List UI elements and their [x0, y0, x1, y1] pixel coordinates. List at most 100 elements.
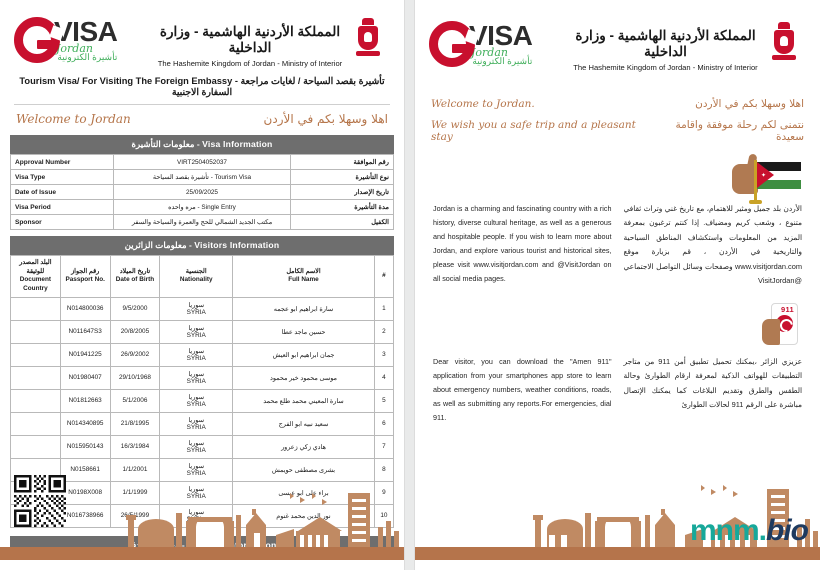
cell-dob: 5/1/2006 [109, 388, 161, 413]
cell-full-name: هادي زكي زعرور [232, 434, 375, 459]
cell-nationality-ar: سوريا [188, 371, 204, 379]
welcome-block-en: Welcome to Jordan. We wish you a safe tr… [431, 98, 651, 143]
cell-nationality-ar: سوريا [188, 348, 204, 356]
cell-passport: N011647S3 [59, 319, 111, 344]
cell-full-name: سارة ابراهيم ابو عجمه [232, 296, 375, 321]
watermark-part3: bio [766, 514, 809, 547]
visa-info-value: مكتب الجديد الشمالي للحج والعمرة والسياح… [113, 214, 291, 230]
visa-page-left: VISA Jordan تأشيرة الكترونية المملكة الأ… [0, 0, 404, 570]
cell-passport: N014340895 [59, 411, 111, 436]
col-name-ar: الاسم الكامل [286, 267, 321, 275]
table-row: N014340895 21/8/1995 سوريا SYRIA سعيد نبيه ا… [10, 411, 395, 436]
cell-dob: 26/9/2002 [109, 342, 161, 367]
cell-passport: N016738966 [59, 503, 111, 528]
cell-passport: N01941225 [59, 342, 111, 367]
cell-nationality-ar: سوريا [188, 486, 204, 494]
cell-document-country [10, 365, 61, 390]
cell-full-name: حسين ماجد عطا [232, 319, 375, 344]
col-dob-en: Date of Birth [115, 276, 155, 284]
amman-skyline-illustration-right [533, 485, 818, 547]
cell-row-number: 9 [373, 480, 395, 505]
col-dob-ar: تاريخ الميلاد [119, 267, 151, 275]
logo-jordan-text: Jordan [56, 42, 93, 55]
cell-full-name: سعيد نبيه ابو الفرج [232, 411, 375, 436]
cell-nationality-ar: سوريا [188, 417, 204, 425]
phone-911-label: 911 [781, 304, 794, 314]
flag-pole [749, 160, 762, 204]
cell-document-country [10, 434, 61, 459]
visa-info-label-ar: تاريخ الإصدار [289, 184, 395, 200]
logo-jordan-text-right: Jordan [471, 46, 508, 59]
table-row: N015950143 16/3/1984 سوريا SYRIA هادي زكي زع… [10, 434, 395, 459]
cell-document-country [10, 296, 61, 321]
emergency-paragraph-en: Dear visitor, you can download the "Amen… [433, 356, 612, 422]
intro-paragraph-en: Jordan is a charming and fascinating cou… [433, 204, 612, 284]
qr-code[interactable] [14, 475, 66, 527]
visa-info-label-en: Visa Period [9, 199, 115, 215]
visa-info-value: 25/09/2025 [113, 184, 291, 200]
welcome-right-en-2: We wish you a safe trip and a pleasant s… [431, 119, 636, 143]
cell-row-number: 2 [373, 319, 395, 344]
hand-icon [732, 164, 758, 194]
flag-illustration-wrap: ✦ [433, 158, 802, 204]
ministry-title-en-right: The Hashemite Kingdom of Jordan - Minist… [573, 63, 758, 72]
skyline-footer-right: mnm.bio [415, 478, 820, 570]
logo-visa-text: VISA [54, 16, 118, 47]
visa-info-row: Visa Type تأشيرة بقصد السياحة - Tourism V… [9, 169, 395, 185]
jordan-flag-icon: ✦ [732, 158, 802, 204]
table-row: N01812663 5/1/2006 سوريا SYRIA سارة المعيني … [10, 388, 395, 413]
visa-info-label-ar: الكفيل [289, 214, 395, 230]
cell-nationality-en: SYRIA [186, 493, 206, 501]
visitors-table: البلد المصدر للوثيقة Document Country رق… [10, 255, 395, 528]
evisa-e-icon [14, 17, 60, 63]
cell-nationality-en: SYRIA [186, 470, 206, 478]
visa-info-label-ar: نوع التأشيرة [289, 169, 395, 185]
col-row-number: # [373, 255, 395, 298]
visa-info-value: VIRT2504052037 [113, 154, 291, 170]
amen-911-app-icon: 911 [762, 302, 798, 349]
visitors-table-head: البلد المصدر للوثيقة Document Country رق… [10, 255, 395, 298]
welcome-right-ar-2: نتمنى لكم رحلة موفقة واقامة سعيدة [675, 119, 804, 143]
cell-document-country [10, 388, 61, 413]
ground-band-left [0, 547, 404, 560]
intro-paragraph-block: Jordan is a charming and fascinating cou… [433, 202, 802, 289]
welcome-right-en-1: Welcome to Jordan. [431, 98, 535, 110]
table-row: N0198X008 1/1/1999 سوريا SYRIA براء على ابو … [10, 480, 395, 505]
col-passport: رقم الجواز Passport No. [59, 255, 111, 298]
watermark-part1: mnm [689, 514, 760, 547]
table-row: N01941225 26/9/2002 سوريا SYRIA جمان ابراهيم… [10, 342, 395, 367]
col-passport-en: Passport No. [65, 276, 105, 284]
cell-document-country [10, 319, 61, 344]
welcome-text-ar: اهلا وسهلا بكم في الأردن [263, 112, 388, 126]
col-nationality-en: Nationality [179, 276, 213, 284]
table-row: N011647S3 20/8/2005 سوريا SYRIA حسين ماجد عط… [10, 319, 395, 344]
cell-nationality-en: SYRIA [186, 424, 206, 432]
right-page-content: ✦ Jordan is a charming and fascinating c… [415, 152, 820, 425]
visa-info-value: تأشيرة بقصد السياحة - Tourism Visa [113, 169, 291, 185]
cell-row-number: 6 [373, 411, 395, 436]
welcome-row-left: Welcome to Jordan اهلا وسهلا بكم في الأر… [0, 105, 404, 135]
cell-nationality-ar: سوريا [188, 463, 204, 471]
visa-information-table: Approval Number VIRT2504052037 رقم الموافق… [9, 154, 395, 230]
cell-nationality-en: SYRIA [186, 401, 206, 409]
cell-passport: N014800036 [59, 296, 111, 321]
visa-information-bar: معلومات التأشيرة - Visa Information [10, 135, 394, 154]
intro-paragraph-ar: الأردن بلد جميل ومثير للاهتمام، مع تاريخ… [623, 204, 803, 286]
skyline-footer-left [0, 475, 404, 570]
cell-passport: N015950143 [59, 434, 111, 459]
visitors-information-bar: معلومات الزائرين - Visitors Information [10, 236, 394, 255]
col-full-name: الاسم الكامل Full Name [232, 255, 375, 298]
ministry-title-en: The Hashemite Kingdom of Jordan - Minist… [157, 59, 343, 68]
cell-passport: N0158661 [59, 457, 111, 482]
cell-full-name: جمان ابراهيم ابو العيش [232, 342, 375, 367]
hand-holding-phone-icon [762, 318, 780, 345]
col-dob: تاريخ الميلاد Date of Birth [109, 255, 161, 298]
cell-dob: 16/3/1984 [109, 434, 161, 459]
